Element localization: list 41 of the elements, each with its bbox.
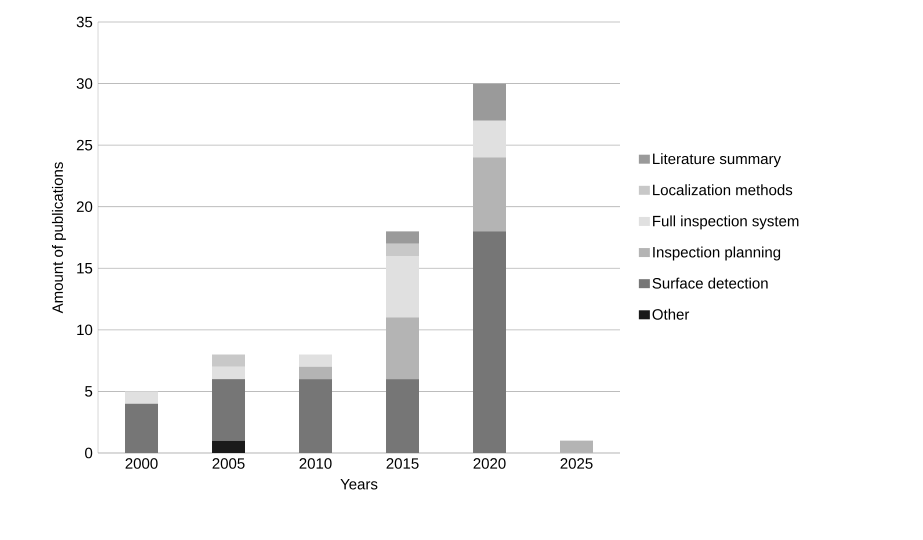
legend-label: Inspection planning (653, 246, 780, 260)
y-tick-label: 25 (76, 140, 92, 150)
bar (386, 318, 420, 380)
bar (125, 404, 158, 453)
legend-label: Localization methods (653, 184, 792, 196)
bar (212, 379, 246, 441)
legend-label: Literature summary (653, 153, 782, 168)
bar (299, 366, 332, 380)
y-tick-label: 35 (76, 16, 92, 28)
bar (560, 440, 593, 453)
bar (212, 366, 246, 380)
bar (473, 84, 506, 121)
bar (386, 256, 420, 318)
x-tick-label: 2015 (386, 458, 419, 469)
x-tick-label: 2010 (300, 458, 332, 469)
y-tick-label: 10 (77, 324, 92, 336)
x-tick-label: 2000 (126, 458, 158, 469)
bar (299, 354, 332, 367)
y-tick-label: 15 (77, 263, 92, 274)
bar (386, 379, 420, 453)
bar (299, 379, 332, 453)
y-tick-label: 0 (85, 448, 92, 458)
legend-label: Other (652, 308, 690, 320)
y-tick-label: 5 (85, 386, 92, 397)
bar (125, 391, 158, 404)
x-tick-label: 2025 (560, 458, 593, 469)
x-axis-title: Years (340, 479, 378, 490)
x-tick-label: 2020 (474, 458, 506, 469)
y-axis-title: Amount of publications (52, 162, 66, 314)
legend-label: Full inspection system (653, 215, 798, 230)
bar (212, 354, 246, 367)
bar (386, 231, 420, 244)
bar (473, 120, 506, 158)
bar (212, 440, 246, 453)
y-tick-label: 20 (76, 201, 92, 212)
bar (473, 231, 506, 453)
bar (473, 157, 506, 232)
bar (386, 244, 420, 256)
y-tick-label: 30 (76, 78, 92, 89)
legend-label: Surface detection (652, 278, 768, 289)
x-tick-label: 2005 (212, 458, 245, 469)
